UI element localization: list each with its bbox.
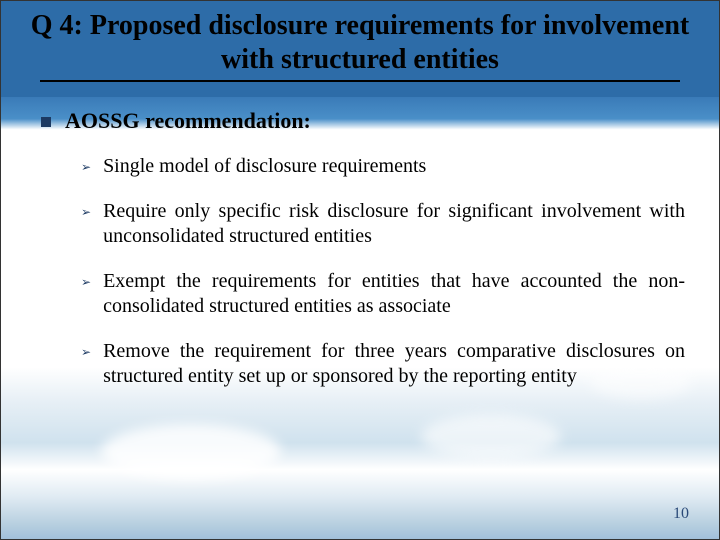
chevron-right-icon: ➢ xyxy=(81,275,91,290)
slide-body: AOSSG recommendation: ➢ Single model of … xyxy=(1,94,719,389)
list-item: ➢ Require only specific risk disclosure … xyxy=(81,199,685,249)
top-bullet-row: AOSSG recommendation: xyxy=(41,108,685,134)
top-bullet-rest: recommendation: xyxy=(145,108,311,133)
chevron-right-icon: ➢ xyxy=(81,205,91,220)
slide-title: Q 4: Proposed disclosure requirements fo… xyxy=(1,1,719,94)
decorative-cloud xyxy=(101,424,281,479)
decorative-cloud xyxy=(421,414,561,459)
list-item: ➢ Single model of disclosure requirement… xyxy=(81,154,685,179)
list-item-text: Single model of disclosure requirements xyxy=(103,154,685,179)
list-item: ➢ Exempt the requirements for entities t… xyxy=(81,269,685,319)
chevron-right-icon: ➢ xyxy=(81,160,91,175)
square-bullet-icon xyxy=(41,117,51,127)
top-bullet-prefix: AOSSG xyxy=(65,108,145,133)
page-number: 10 xyxy=(673,505,689,523)
decorative-cloud xyxy=(591,364,691,399)
list-item-text: Require only specific risk disclosure fo… xyxy=(103,199,685,249)
list-item-text: Exempt the requirements for entities tha… xyxy=(103,269,685,319)
top-bullet-label: AOSSG recommendation: xyxy=(65,108,311,134)
sub-bullet-list: ➢ Single model of disclosure requirement… xyxy=(81,154,685,389)
chevron-right-icon: ➢ xyxy=(81,345,91,360)
